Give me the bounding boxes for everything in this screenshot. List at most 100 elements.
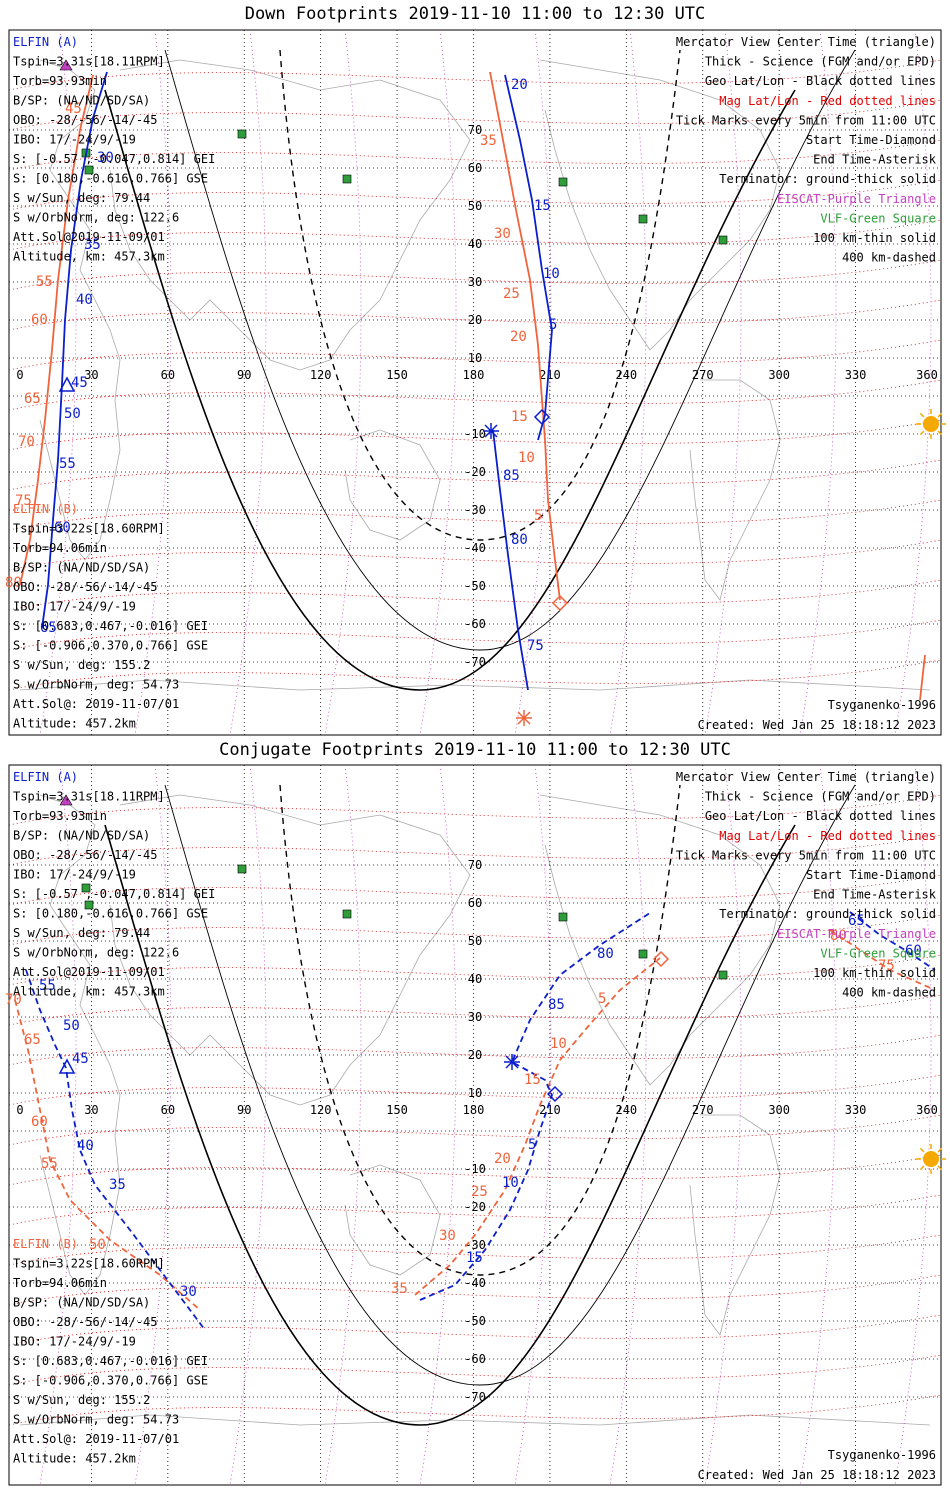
mag-lon-line [229, 764, 267, 1486]
legend-item: EISCAT-Purple Triangle [777, 927, 936, 941]
elfin-b-info: Tspin=3.22s[18.60RPM] [13, 1257, 165, 1271]
lat-label: -30 [464, 1238, 486, 1252]
sun-icon [923, 1151, 939, 1167]
mag-lat-line [8, 459, 942, 491]
elfin-a-tick-label: 60 [905, 943, 922, 959]
vlf-square [84, 165, 94, 175]
legend-item: End Time-Asterisk [813, 888, 937, 902]
lat-label: 30 [468, 275, 482, 289]
mag-lat-line [8, 834, 942, 866]
elfin-b-tick-label: 65 [24, 1032, 41, 1048]
elfin-a-tick-label: 30 [97, 150, 114, 166]
vlf-square [342, 174, 352, 184]
lat-label: 40 [468, 972, 482, 986]
elfin-a-track [492, 429, 529, 691]
elfin-b-info: IBO: 17/-24/9/-19 [13, 1335, 136, 1349]
mag-lat-line [8, 1274, 942, 1306]
elfin-a-tick-label: 5 [528, 1137, 536, 1153]
lat-label: 10 [468, 351, 482, 365]
lon-label: 150 [386, 368, 408, 382]
mag-lon-line [134, 764, 172, 1486]
lon-label: 120 [310, 1103, 332, 1117]
vlf-square [638, 214, 648, 224]
elfin-b-tick-label: 50 [89, 1237, 106, 1253]
elfin-b-track [14, 999, 201, 1311]
coastline [344, 429, 441, 541]
elfin-a-tick-label: 85 [503, 468, 520, 484]
mag-lat-line [8, 59, 942, 91]
elfin-a-info: S: [0.180,-0.616,0.766] GSE [13, 172, 208, 186]
legend-item: Mercator View Center Time (triangle) [676, 770, 936, 784]
coastline [109, 794, 471, 1106]
mag-lon-line [324, 764, 362, 1486]
lat-label: 30 [468, 1010, 482, 1024]
mag-lat-line [8, 419, 942, 451]
coastline [109, 59, 471, 371]
vlf-square [558, 912, 568, 922]
elfin-a-track [41, 71, 108, 629]
map-panel-conjugate: 0 30 60 90 120 150 180 210 240 270 300 330 360706050… [5, 764, 946, 1486]
mag-lat-line [8, 874, 942, 906]
elfin-b-tick-label: 30 [439, 1228, 456, 1244]
elfin-b-info: Torb=94.06min [13, 1276, 107, 1290]
legend-item: EISCAT-Purple Triangle [777, 192, 936, 206]
lat-label: -20 [464, 1200, 486, 1214]
lat-label: -70 [464, 655, 486, 669]
mag-lon-line [514, 764, 552, 1486]
elfin-a-info: Tspin=3.31s[18.11RPM] [13, 790, 165, 804]
lat-label: -40 [464, 541, 486, 555]
mag-lat-line [8, 219, 942, 251]
sun-ray [937, 1147, 943, 1153]
lat-label: -50 [464, 579, 486, 593]
legend-item: Geo Lat/Lon - Black dotted lines [705, 74, 936, 88]
vlf-square [84, 900, 94, 910]
elfin-b-tick-label: 5 [534, 508, 542, 524]
elfin-b-tick-label: 10 [518, 450, 535, 466]
sun-ray [919, 1165, 925, 1171]
elfin-b-tick-label: 25 [503, 286, 520, 302]
elfin-b-info: Att.Sol@: 2019-11-07/01 [13, 697, 179, 711]
elfin-b-tick-label: 25 [471, 1184, 488, 1200]
mag-lat-line [8, 1074, 942, 1106]
elfin-a-tick-label: 65 [40, 620, 57, 636]
elfin-b-tick-label: 15 [524, 1072, 541, 1088]
vlf-square [81, 883, 91, 893]
lon-label: 240 [615, 368, 637, 382]
start-time-diamond [652, 950, 670, 968]
mag-lat-line [8, 1194, 942, 1226]
lon-label: 300 [768, 1103, 790, 1117]
elfin-b-info: OBO: -28/-56/-14/-45 [13, 580, 158, 594]
vlf-square [638, 949, 648, 959]
elfin-a-info: ELFIN (A) [13, 770, 78, 784]
start-time-diamond [551, 594, 569, 612]
elfin-b-info: OBO: -28/-56/-14/-45 [13, 1315, 158, 1329]
elfin-a-tick-label: 75 [527, 638, 544, 654]
legend-item: 400 km-dashed [842, 251, 936, 265]
elfin-a-tick-label: 10 [502, 1175, 519, 1191]
mag-lat-line [8, 659, 942, 691]
vlf-square [718, 970, 728, 980]
elfin-b-info: B/SP: (NA/ND/SD/SA) [13, 1296, 150, 1310]
center-time-triangle [58, 1058, 76, 1074]
model-label: Tsyganenko-1996 [828, 1448, 936, 1462]
eiscat-triangle [59, 794, 73, 806]
mag-lat-line [8, 1154, 942, 1186]
elfin-b-tick-label: 55 [36, 274, 53, 290]
lon-label: 360 [916, 368, 938, 382]
lat-label: 60 [468, 896, 482, 910]
elfin-b-info: Tspin=3.22s[18.60RPM] [13, 522, 165, 536]
lon-label: 210 [539, 1103, 561, 1117]
elfin-a-info: Altitude, km: 457.3km [13, 250, 165, 264]
lat-label: 40 [468, 237, 482, 251]
lon-label: 30 [84, 368, 98, 382]
elfin-a-tick-label: 5 [549, 317, 557, 333]
mag-lon-line [894, 764, 932, 1486]
lat-label: 60 [468, 161, 482, 175]
elfin-b-tick-label: 20 [510, 329, 527, 345]
lat-label: -30 [464, 503, 486, 517]
elfin-b-tick-label: 70 [18, 434, 35, 450]
lon-label: 0 [16, 1103, 23, 1117]
eiscat-triangle [59, 59, 73, 71]
mag-lat-line [8, 1354, 942, 1386]
elfin-a-info: IBO: 17/-24/9/-19 [13, 868, 136, 882]
